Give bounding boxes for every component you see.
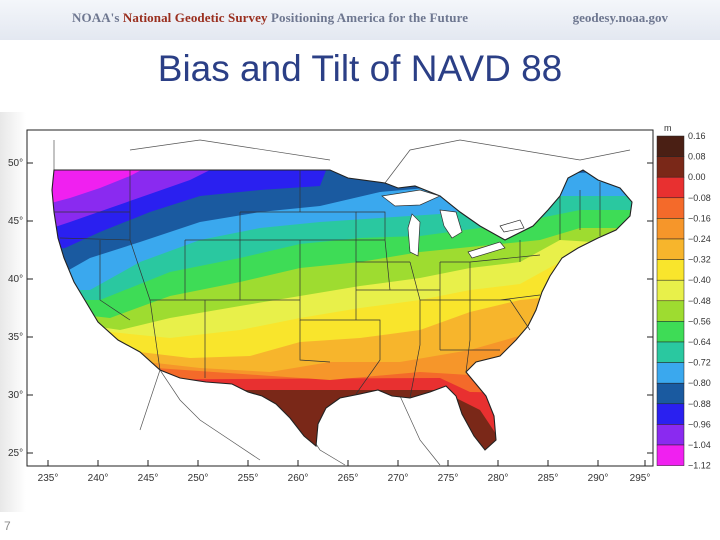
legend-swatch <box>656 300 685 322</box>
legend-swatch <box>656 238 685 260</box>
legend-label: −0.16 <box>688 213 711 223</box>
lon-label: 275° <box>438 473 459 484</box>
lat-label: 40° <box>8 274 23 285</box>
legend-swatch <box>656 444 685 466</box>
legend-swatch <box>656 218 685 240</box>
lon-label: 295° <box>630 473 651 484</box>
legend-label: −0.80 <box>688 378 711 388</box>
header-tagline: Positioning America for the Future <box>270 10 469 25</box>
legend-swatch <box>656 197 685 219</box>
lon-label: 260° <box>288 473 309 484</box>
legend-label: −1.12 <box>688 461 711 471</box>
legend-label: −0.96 <box>688 419 711 429</box>
legend-swatch <box>656 156 685 178</box>
legend-label: −0.32 <box>688 255 711 265</box>
header-agency-name: National Geodetic Survey <box>122 10 268 25</box>
great-lakes <box>381 189 525 259</box>
lon-label: 265° <box>338 473 359 484</box>
legend-label: −0.40 <box>688 275 711 285</box>
lon-label: 255° <box>238 473 259 484</box>
lon-label: 285° <box>538 473 559 484</box>
axis-ticks <box>27 162 653 454</box>
lon-label: 245° <box>138 473 159 484</box>
legend-label: 0.16 <box>688 131 706 141</box>
lon-label: 235° <box>38 473 59 484</box>
legend-labels: 0.16 0.08 0.00 −0.08 −0.16 −0.24 −0.32 −0.40 −0.… <box>688 131 711 471</box>
legend-swatch <box>656 176 685 199</box>
legend-label: −0.24 <box>688 234 711 244</box>
longitude-labels: 235° 240° 245° 250° 255° 260° 265° 270° … <box>38 473 651 484</box>
lat-label: 50° <box>8 158 23 169</box>
header-branding: NOAA's National Geodetic Survey Position… <box>72 10 468 26</box>
lon-label: 290° <box>588 473 609 484</box>
legend-swatch <box>656 321 685 343</box>
lat-label: 30° <box>8 390 23 401</box>
legend-swatch <box>656 424 685 446</box>
legend-swatch <box>656 341 685 363</box>
legend-label: −0.88 <box>688 399 711 409</box>
legend-swatch <box>656 362 685 384</box>
slide-title: Bias and Tilt of NAVD 88 <box>157 48 563 89</box>
lon-label: 240° <box>88 473 109 484</box>
legend-label: 0.08 <box>688 152 706 162</box>
lon-label: 280° <box>488 473 509 484</box>
legend-label: −0.48 <box>688 296 711 306</box>
neighboring-borders <box>53 139 631 466</box>
latitude-labels: 50° 45° 40° 35° 30° 25° <box>8 158 23 459</box>
legend-swatch <box>656 382 685 405</box>
slide-number: 7 <box>4 519 11 533</box>
us-outline <box>51 169 633 451</box>
lat-label: 25° <box>8 448 23 459</box>
header-website: geodesy.noaa.gov <box>572 10 668 25</box>
legend-swatch <box>656 403 685 425</box>
legend-label: −0.56 <box>688 316 711 326</box>
legend-label: −0.08 <box>688 193 711 203</box>
lon-label: 250° <box>188 473 209 484</box>
legend-label: −0.72 <box>688 358 711 368</box>
legend-swatch <box>656 279 685 302</box>
header-prefix: NOAA's <box>72 10 120 25</box>
longitude-ticks <box>47 460 646 466</box>
legend-label: 0.00 <box>688 172 706 182</box>
lat-label: 35° <box>8 332 23 343</box>
lon-label: 270° <box>388 473 409 484</box>
legend-swatch <box>656 135 685 157</box>
slide-header-banner: NOAA's National Geodetic Survey Position… <box>0 0 720 40</box>
left-edge-shadow <box>0 112 26 512</box>
legend-color-scale <box>656 135 685 466</box>
legend-label: −1.04 <box>688 440 711 450</box>
legend-swatch <box>656 259 685 281</box>
legend-unit: m <box>664 123 672 133</box>
legend-label: −0.64 <box>688 337 711 347</box>
lat-label: 45° <box>8 216 23 227</box>
state-borders <box>54 170 601 399</box>
